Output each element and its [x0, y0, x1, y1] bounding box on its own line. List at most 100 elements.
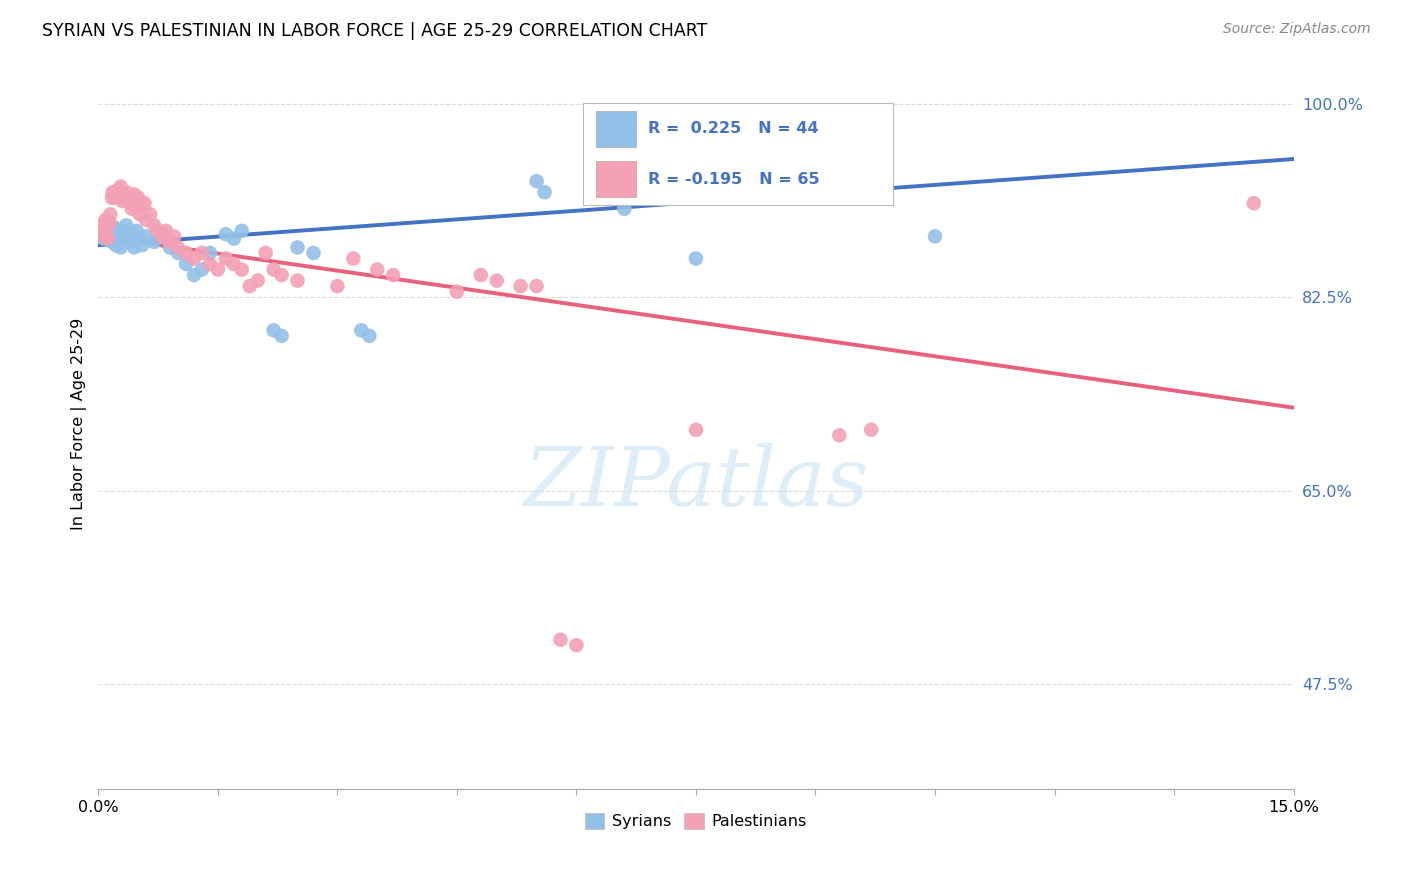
Point — [117, 191, 139, 205]
Point — [446, 285, 468, 299]
Point — [139, 207, 162, 221]
Point — [350, 323, 373, 337]
Point — [342, 252, 364, 266]
Point — [131, 238, 153, 252]
Point — [101, 191, 124, 205]
Point — [222, 231, 245, 245]
Point — [98, 207, 121, 221]
Point — [860, 423, 883, 437]
Point — [104, 191, 127, 205]
Point — [270, 268, 292, 282]
Point — [287, 274, 309, 288]
Point — [101, 185, 124, 199]
Point — [121, 202, 143, 216]
Point — [198, 257, 221, 271]
Point — [159, 240, 181, 254]
Point — [108, 187, 131, 202]
Point — [143, 235, 166, 249]
Point — [526, 174, 548, 188]
Point — [115, 219, 138, 233]
Point — [215, 252, 238, 266]
Point — [246, 274, 269, 288]
Point — [231, 224, 253, 238]
Point — [125, 198, 148, 212]
Point — [110, 240, 132, 254]
Point — [167, 246, 190, 260]
Point — [121, 227, 143, 242]
Text: Source: ZipAtlas.com: Source: ZipAtlas.com — [1223, 22, 1371, 37]
Point — [470, 268, 492, 282]
Point — [94, 212, 117, 227]
Point — [366, 262, 388, 277]
Point — [104, 238, 127, 252]
Point — [509, 279, 531, 293]
Point — [526, 279, 548, 293]
Point — [131, 198, 153, 212]
Point — [191, 246, 214, 260]
Point — [270, 329, 292, 343]
Point — [117, 229, 139, 244]
Point — [122, 240, 145, 254]
Point — [98, 219, 121, 233]
Point — [163, 229, 186, 244]
Point — [382, 268, 405, 282]
Point — [150, 229, 173, 244]
Point — [685, 423, 707, 437]
Text: R = -0.195   N = 65: R = -0.195 N = 65 — [648, 171, 820, 186]
Point — [143, 219, 166, 233]
Point — [239, 279, 262, 293]
Point — [91, 227, 114, 242]
Point — [565, 638, 588, 652]
Point — [127, 231, 149, 245]
Point — [302, 246, 325, 260]
Point — [97, 229, 120, 244]
Point — [155, 224, 177, 238]
Point — [90, 224, 112, 238]
Point — [263, 262, 285, 277]
Point — [128, 207, 150, 221]
Point — [91, 219, 114, 233]
Point — [215, 227, 238, 242]
Legend: Syrians, Palestinians: Syrians, Palestinians — [579, 806, 813, 836]
Point — [174, 246, 197, 260]
Point — [231, 262, 253, 277]
Point — [96, 227, 118, 242]
Point — [326, 279, 349, 293]
Point — [159, 235, 181, 249]
Point — [828, 428, 851, 442]
Point — [107, 226, 129, 240]
Point — [93, 231, 115, 245]
Point — [685, 252, 707, 266]
Point — [359, 329, 381, 343]
Point — [96, 224, 118, 238]
Point — [127, 191, 149, 205]
Point — [110, 179, 132, 194]
Point — [222, 257, 245, 271]
Point — [122, 187, 145, 202]
Point — [174, 257, 197, 271]
Point — [198, 246, 221, 260]
Point — [98, 216, 121, 230]
Point — [287, 240, 309, 254]
Point — [135, 229, 157, 244]
Point — [605, 191, 627, 205]
Point — [125, 224, 148, 238]
Y-axis label: In Labor Force | Age 25-29: In Labor Force | Age 25-29 — [72, 318, 87, 531]
Point — [183, 268, 205, 282]
FancyBboxPatch shape — [596, 161, 636, 197]
Point — [533, 185, 555, 199]
Point — [263, 323, 285, 337]
Text: R =  0.225   N = 44: R = 0.225 N = 44 — [648, 121, 820, 136]
Point — [97, 231, 120, 245]
Point — [93, 229, 115, 244]
Text: SYRIAN VS PALESTINIAN IN LABOR FORCE | AGE 25-29 CORRELATION CHART: SYRIAN VS PALESTINIAN IN LABOR FORCE | A… — [42, 22, 707, 40]
Point — [112, 231, 135, 245]
Point — [254, 246, 277, 260]
FancyBboxPatch shape — [596, 111, 636, 146]
Point — [550, 632, 572, 647]
Point — [101, 235, 124, 249]
Point — [103, 187, 125, 202]
Point — [924, 229, 946, 244]
Point — [485, 274, 508, 288]
Point — [150, 227, 173, 242]
